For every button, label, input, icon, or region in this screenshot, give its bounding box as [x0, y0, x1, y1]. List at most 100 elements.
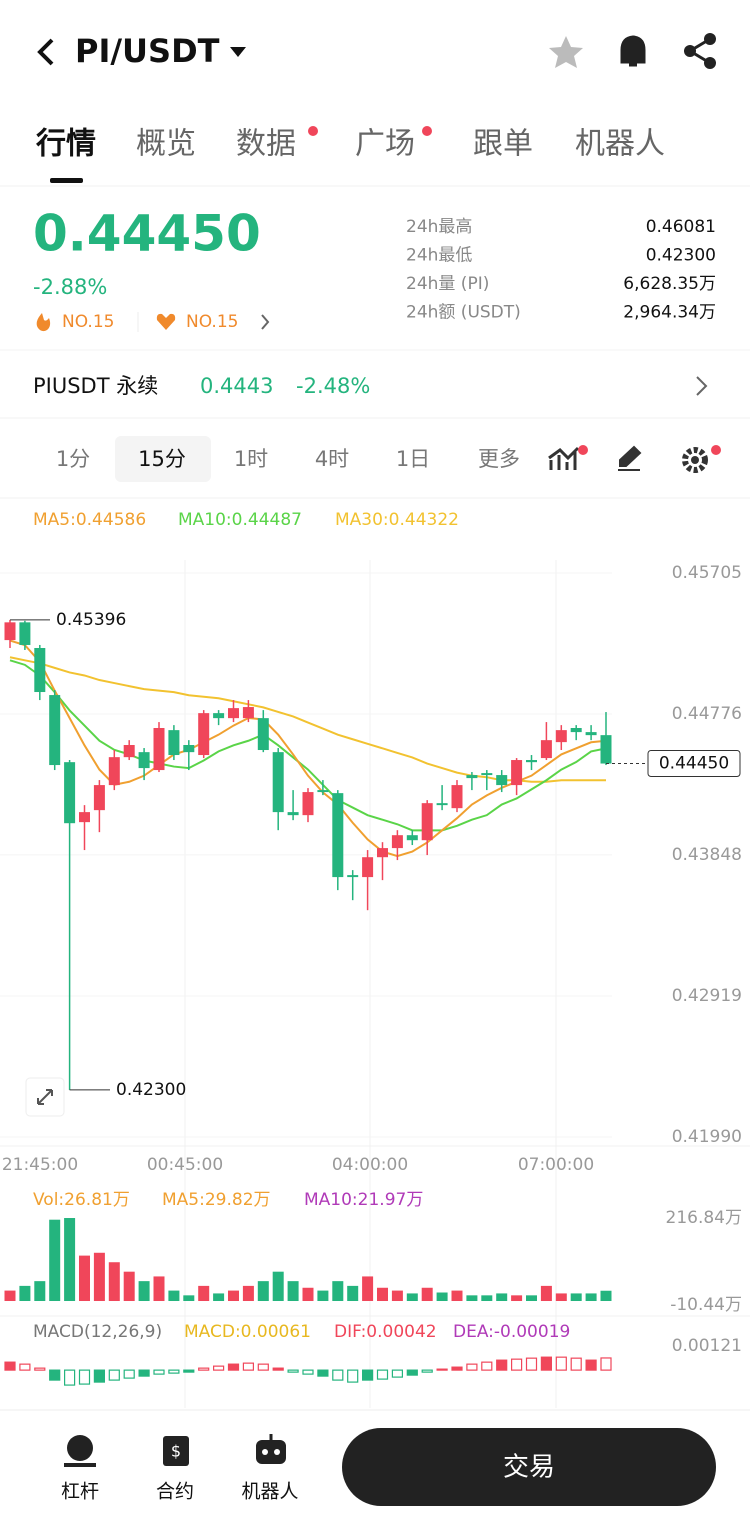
interval[interactable]: 1日: [396, 447, 430, 471]
candle-body: [272, 752, 284, 813]
volume-bar: [64, 1218, 76, 1302]
tab[interactable]: 数据: [236, 127, 296, 162]
candle-body: [600, 735, 612, 764]
macd-bar: [376, 1369, 389, 1380]
tab[interactable]: 行情: [35, 127, 96, 162]
candle-body: [19, 622, 31, 645]
pair-title[interactable]: PI/USDT: [75, 32, 220, 70]
candle-body: [108, 757, 120, 786]
stat-value: 0.42300: [646, 246, 716, 266]
volume-legend: MA10:21.97万: [304, 1190, 423, 1210]
volume-bar: [49, 1219, 61, 1302]
stat-value: 2,964.34万: [623, 303, 716, 323]
contract-icon[interactable]: $: [163, 1436, 189, 1466]
macd-bar: [108, 1369, 120, 1381]
last-price: 0.44450: [33, 205, 261, 263]
candle-body: [481, 773, 493, 776]
macd-bar: [198, 1367, 210, 1371]
stat-label: 24h额 (USDT): [406, 303, 521, 323]
low-label: 0.42300: [116, 1080, 186, 1100]
volume-bar: [93, 1252, 105, 1302]
interval[interactable]: 4时: [315, 447, 349, 471]
back-button[interactable]: [37, 38, 54, 66]
volume-bar: [377, 1287, 388, 1302]
ma-legend: MA10:0.44487: [178, 510, 302, 530]
volume-bar: [4, 1290, 16, 1302]
rank-arrow[interactable]: [261, 314, 270, 330]
volume-bar: [198, 1285, 210, 1302]
tab[interactable]: 机器人: [575, 127, 665, 162]
last-price-box: [647, 750, 741, 778]
macd-bar: [391, 1369, 403, 1378]
perp-name[interactable]: PIUSDT 永续: [33, 374, 158, 398]
macd-bar: [302, 1369, 314, 1375]
trade-button[interactable]: [342, 1428, 716, 1506]
draw-icon[interactable]: [618, 445, 642, 471]
candle-body: [421, 803, 433, 841]
volume-bar: [79, 1255, 90, 1302]
share-icon[interactable]: [684, 33, 716, 69]
ma-legend: MA5:0.44586: [33, 510, 146, 530]
macd-bar: [123, 1369, 135, 1379]
macd-bar: [4, 1361, 16, 1371]
volume-bar: [108, 1262, 120, 1302]
tab-badge: [308, 126, 318, 136]
macd-bar: [19, 1363, 31, 1371]
perp-arrow[interactable]: [696, 376, 708, 396]
volume-bar: [257, 1281, 269, 1302]
interval[interactable]: 15分: [138, 447, 186, 471]
macd-bar: [525, 1357, 538, 1371]
volume-bar: [272, 1271, 284, 1302]
trade-button-label[interactable]: 交易: [503, 1453, 555, 1483]
macd-bar: [213, 1365, 225, 1371]
volume-bar: [302, 1287, 314, 1302]
nav-label[interactable]: 机器人: [241, 1481, 298, 1503]
expand-icon[interactable]: [25, 1077, 65, 1117]
candle-body: [49, 695, 61, 766]
tab[interactable]: 概览: [136, 127, 196, 162]
price-change: -2.88%: [33, 275, 107, 299]
volume-bar: [213, 1293, 225, 1302]
macd-bar: [332, 1369, 344, 1381]
hot-rank: NO.15: [62, 312, 114, 332]
volume-bar: [183, 1295, 195, 1302]
volume-bar: [466, 1295, 478, 1302]
macd-bar: [138, 1369, 150, 1377]
tab[interactable]: 广场: [355, 127, 415, 162]
tab[interactable]: 跟单: [473, 127, 533, 162]
leverage-icon[interactable]: [64, 1435, 96, 1467]
x-tick-label: 07:00:00: [518, 1155, 594, 1175]
volume-bar: [287, 1281, 299, 1302]
interval[interactable]: 1时: [234, 447, 268, 471]
volume-tick-label: -10.44万: [670, 1295, 742, 1315]
pair-dropdown[interactable]: [230, 47, 246, 57]
macd-bar: [600, 1357, 612, 1371]
favorite-icon[interactable]: [549, 36, 583, 68]
volume-bar: [511, 1295, 523, 1302]
candle-body: [198, 713, 210, 756]
candle-body: [377, 848, 388, 858]
volume-bar: [153, 1276, 165, 1302]
macd-bar: [242, 1362, 254, 1371]
stat-label: 24h最高: [406, 217, 472, 237]
candle-body: [540, 740, 552, 759]
macd-bar: [153, 1369, 165, 1375]
candle-body: [242, 707, 254, 719]
x-tick-label: 21:45:00: [2, 1155, 78, 1175]
settings-icon[interactable]: [682, 445, 721, 473]
candle-body: [511, 760, 523, 786]
macd-bar: [227, 1363, 240, 1371]
candle-body: [213, 713, 225, 719]
nav-label[interactable]: 杠杆: [61, 1481, 99, 1503]
nav-label[interactable]: 合约: [156, 1481, 194, 1503]
interval[interactable]: 1分: [56, 447, 90, 471]
interval[interactable]: 更多: [478, 447, 520, 471]
candle-body: [332, 793, 344, 878]
robot-icon[interactable]: [256, 1434, 286, 1464]
macd-bar: [481, 1361, 493, 1371]
volume-legend: Vol:26.81万: [33, 1190, 130, 1210]
indicator-icon[interactable]: [548, 445, 588, 470]
alert-icon[interactable]: [620, 35, 646, 67]
macd-bar: [555, 1356, 567, 1371]
